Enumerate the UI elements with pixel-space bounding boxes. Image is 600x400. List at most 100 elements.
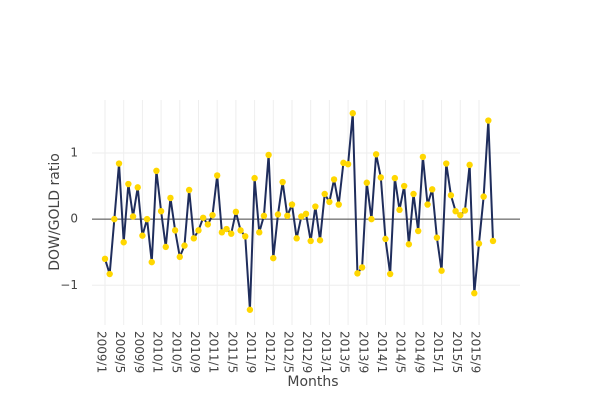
y-tick-label: −1 — [60, 278, 78, 292]
data-point — [101, 255, 109, 263]
data-point — [209, 211, 216, 219]
data-point — [190, 235, 198, 242]
data-point — [232, 208, 240, 216]
x-tick-label: 2011/9 — [244, 331, 258, 373]
data-point — [274, 211, 282, 218]
data-point — [185, 186, 193, 194]
data-point — [199, 214, 207, 221]
data-point — [391, 174, 399, 182]
data-point — [321, 190, 328, 198]
data-point — [312, 203, 319, 210]
x-tick-label: 2015/9 — [468, 331, 482, 373]
data-point — [358, 264, 366, 271]
y-tick-label: 1 — [70, 145, 78, 159]
data-point — [162, 243, 169, 251]
data-point — [316, 237, 324, 244]
data-point — [466, 161, 473, 169]
x-tick-label: 2015/5 — [450, 331, 464, 373]
data-point — [284, 212, 291, 220]
data-point — [298, 213, 305, 220]
data-point — [246, 306, 254, 313]
data-point — [218, 229, 226, 236]
y-axis-title: DOW/GOLD ratio — [47, 153, 63, 271]
data-point — [167, 194, 174, 202]
data-point — [438, 267, 445, 274]
data-point — [279, 178, 286, 186]
data-point — [106, 270, 113, 278]
data-point — [354, 270, 361, 277]
data-point — [134, 184, 141, 191]
x-tick-label: 2013/9 — [356, 331, 370, 373]
data-point — [443, 160, 450, 167]
data-point — [293, 235, 300, 242]
data-point — [265, 151, 272, 159]
data-point — [195, 227, 202, 234]
x-tick-label: 2011/1 — [207, 331, 221, 373]
data-point — [368, 215, 375, 223]
data-point — [349, 110, 356, 117]
data-point — [111, 215, 118, 223]
x-tick-label: 2015/1 — [431, 331, 445, 373]
data-point — [213, 172, 221, 179]
data-point — [429, 186, 436, 193]
data-point — [419, 153, 427, 161]
x-tick-label: 2010/1 — [151, 331, 165, 373]
x-tick-label: 2012/5 — [281, 331, 295, 373]
data-point — [433, 234, 441, 241]
data-point — [475, 240, 483, 247]
data-point — [223, 225, 230, 233]
data-point — [489, 237, 497, 245]
data-point — [148, 258, 155, 266]
data-point — [251, 174, 258, 182]
x-tick-label: 2010/9 — [188, 331, 202, 373]
data-point — [335, 201, 342, 208]
data-point — [181, 242, 188, 249]
data-point — [242, 233, 249, 240]
data-point — [157, 207, 165, 215]
data-point — [125, 180, 132, 188]
x-axis-title: Months — [287, 374, 338, 390]
data-point — [447, 192, 455, 199]
data-point — [363, 179, 370, 186]
data-point — [260, 212, 268, 220]
data-point — [461, 207, 469, 214]
x-tick-label: 2013/5 — [338, 331, 352, 373]
x-tick-label: 2014/5 — [394, 331, 408, 373]
data-point — [344, 160, 352, 168]
data-point — [396, 206, 403, 214]
data-point — [139, 232, 146, 239]
data-point — [382, 235, 389, 243]
x-tick-label: 2009/5 — [113, 331, 127, 373]
data-point — [143, 215, 151, 223]
x-tick-label: 2014/1 — [375, 331, 389, 373]
data-point — [330, 176, 338, 183]
data-point — [372, 151, 380, 158]
x-tick-label: 2010/5 — [169, 331, 183, 373]
x-tick-label: 2014/9 — [412, 331, 426, 373]
data-point — [485, 117, 492, 124]
data-point — [307, 237, 314, 245]
data-point — [228, 230, 235, 237]
data-point — [237, 227, 244, 234]
data-point — [153, 167, 160, 175]
data-point — [410, 190, 417, 198]
x-tick-label: 2013/1 — [319, 331, 333, 373]
data-point — [405, 241, 413, 248]
data-point — [400, 182, 408, 190]
data-point — [270, 254, 277, 262]
data-point — [171, 227, 179, 234]
x-tick-label: 2011/5 — [225, 331, 239, 373]
data-point — [457, 211, 464, 219]
data-point — [471, 290, 478, 297]
data-point — [302, 210, 310, 218]
x-tick-label: 2012/1 — [263, 331, 277, 373]
data-point — [377, 174, 385, 181]
data-point — [129, 213, 137, 220]
data-point — [424, 201, 431, 208]
data-point — [415, 227, 422, 235]
x-tick-label: 2009/1 — [95, 331, 109, 373]
x-tick-label: 2009/9 — [132, 331, 146, 373]
data-point — [326, 198, 333, 206]
data-point — [120, 239, 127, 246]
